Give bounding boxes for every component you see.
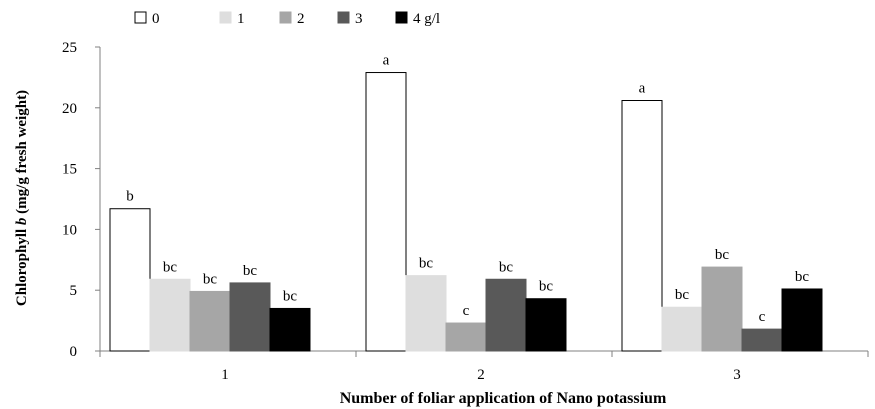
bar-series-0-cat-0	[109, 208, 151, 352]
x-tick-label: 2	[477, 367, 485, 383]
legend-swatch-4	[395, 11, 408, 24]
bar-letter-series-2-cat-0: bc	[203, 271, 218, 287]
bar-letter-series-0-cat-0: b	[126, 189, 134, 205]
y-axis-label-prefix: Chlorophyll	[14, 225, 30, 306]
bar-series-2-cat-1	[445, 322, 487, 352]
bar-series-3-cat-2	[741, 328, 783, 352]
bar-series-0-cat-1	[365, 72, 407, 352]
bar-series-3-cat-0	[229, 282, 271, 352]
bar-letter-series-3-cat-1: bc	[499, 259, 514, 275]
bar-letter-series-0-cat-2: a	[639, 81, 646, 97]
y-axis-label-suffix: (mg/g fresh weight)	[14, 90, 30, 218]
bar-letter-series-1-cat-2: bc	[675, 287, 690, 303]
bar-letter-series-4-cat-0: bc	[283, 288, 298, 304]
y-tick-label: 15	[62, 162, 77, 178]
y-axis-label: Chlorophyll b (mg/g fresh weight)	[14, 90, 30, 306]
legend-label-4: 4 g/l	[413, 11, 440, 27]
y-tick-label: 20	[62, 101, 77, 117]
bar-series-4-cat-0	[269, 307, 311, 352]
bar-series-1-cat-0	[149, 278, 191, 352]
y-tick-label: 25	[62, 40, 77, 56]
y-tick-label: 10	[62, 222, 77, 238]
significance-letters: b bc bc bc bc a bc c bc bc a bc bc c bc	[126, 53, 809, 326]
bar-letter-series-3-cat-2: c	[759, 309, 766, 325]
y-axis: 0 5 10 15 20 25	[62, 40, 101, 360]
bar-letter-series-4-cat-1: bc	[539, 279, 554, 295]
x-tick-label: 3	[733, 367, 741, 383]
bar-letter-series-1-cat-0: bc	[163, 259, 178, 275]
bar-letter-series-2-cat-1: c	[463, 303, 470, 319]
bar-letter-series-1-cat-1: bc	[419, 256, 434, 272]
x-tick-label: 1	[221, 367, 229, 383]
y-axis-label-italic: b	[14, 217, 30, 225]
y-tick-label: 0	[70, 344, 78, 360]
legend-label-3: 3	[355, 11, 363, 27]
legend-label-1: 1	[237, 11, 245, 27]
bar-letter-series-0-cat-1: a	[383, 53, 390, 69]
legend-label-2: 2	[297, 11, 305, 27]
bars	[109, 72, 823, 352]
legend-swatch-2	[279, 11, 292, 24]
bar-letter-series-3-cat-0: bc	[243, 263, 258, 279]
bar-series-4-cat-2	[781, 288, 823, 352]
bar-series-3-cat-1	[485, 278, 527, 352]
bar-series-4-cat-1	[525, 298, 567, 352]
bar-series-2-cat-2	[701, 266, 743, 352]
bar-series-1-cat-2	[661, 306, 703, 352]
bar-series-1-cat-1	[405, 275, 447, 352]
bar-letter-series-4-cat-2: bc	[795, 269, 810, 285]
legend-swatch-3	[337, 11, 350, 24]
legend-swatch-0	[134, 11, 147, 24]
legend-swatch-1	[219, 11, 232, 24]
legend: 0 1 2 3 4 g/l	[134, 11, 440, 27]
legend-label-0: 0	[152, 11, 160, 27]
x-axis: 1 2 3	[99, 350, 869, 383]
bar-series-0-cat-2	[621, 100, 663, 352]
y-tick-label: 5	[70, 283, 78, 299]
x-axis-label: Number of foliar application of Nano pot…	[340, 390, 667, 407]
bar-series-2-cat-0	[189, 290, 231, 352]
bar-letter-series-2-cat-2: bc	[715, 247, 730, 263]
